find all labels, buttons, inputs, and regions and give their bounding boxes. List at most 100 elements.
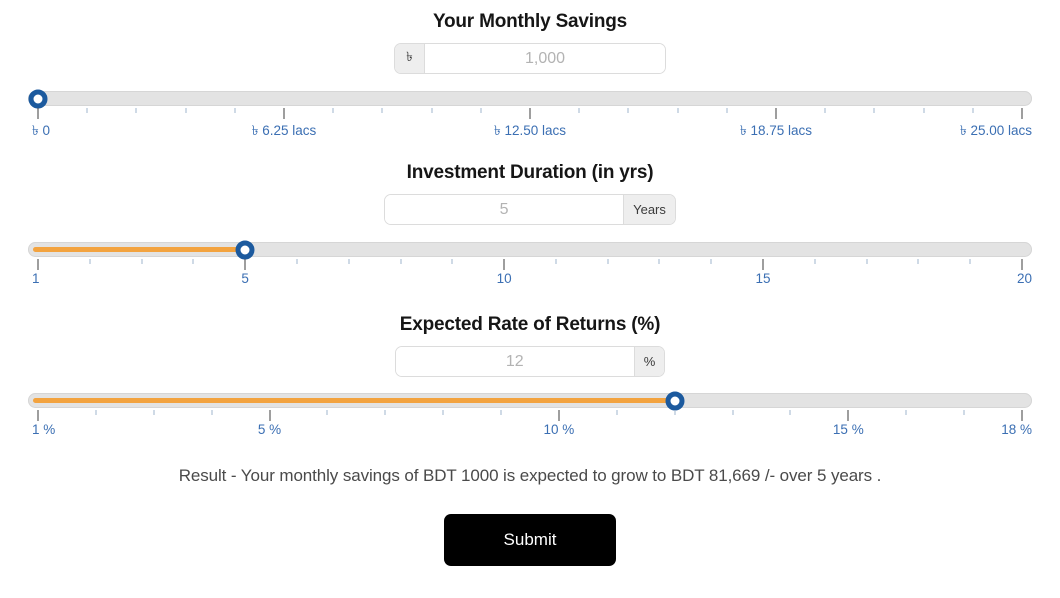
slider-tick (296, 259, 298, 264)
slider-tick (86, 108, 88, 113)
slider-tick (917, 259, 919, 264)
slider-tick (500, 410, 502, 415)
slider-tick-label: ৳ 0 (32, 123, 50, 138)
slider-tick (726, 108, 728, 113)
page-title: Your Monthly Savings (432, 11, 628, 32)
expected-rate-title: Expected Rate of Returns (%) (399, 314, 661, 335)
slider-tick (141, 259, 143, 264)
monthly-savings-slider[interactable]: ৳ 0 ৳ 6.25 lacs ৳ 12.50 lacs ৳ 18.75 lacs ৳ … (28, 89, 1032, 138)
slider-tick-label: 1 (32, 271, 40, 286)
expected-rate-slider-ticks (28, 410, 1032, 422)
expected-rate-slider-fill (33, 398, 675, 403)
slider-tick (905, 410, 907, 415)
slider-tick-label: 15 % (832, 422, 864, 437)
slider-tick (616, 410, 618, 415)
slider-tick (503, 259, 505, 270)
investment-duration-slider-track[interactable] (28, 240, 1032, 259)
slider-tick (192, 259, 194, 264)
slider-tick (37, 410, 39, 421)
slider-tick (37, 259, 39, 270)
slider-tick (400, 259, 402, 264)
slider-tick (677, 108, 679, 113)
investment-duration-slider-fill (33, 247, 246, 252)
investment-duration-slider-ticks (28, 259, 1032, 271)
slider-tick (153, 410, 155, 415)
slider-tick (37, 108, 39, 119)
expected-rate-slider[interactable]: 1 % 5 % 10 % 15 % 18 % (28, 391, 1032, 440)
slider-tick (558, 410, 560, 421)
percent-suffix-label: % (633, 347, 665, 376)
section-expected-rate: Expected Rate of Returns (%) % 1 % 5 % 10 … (0, 289, 1060, 440)
monthly-savings-slider-track[interactable] (28, 89, 1032, 108)
monthly-savings-input-group[interactable]: ৳ (394, 43, 666, 74)
investment-duration-title: Investment Duration (in yrs) (406, 162, 654, 183)
slider-tick (824, 108, 826, 113)
slider-tick (923, 108, 925, 113)
slider-tick (1021, 259, 1023, 270)
slider-tick (762, 259, 764, 270)
slider-tick (710, 259, 712, 264)
submit-button[interactable]: Submit (444, 514, 616, 566)
slider-tick-label: ৳ 6.25 lacs (251, 123, 317, 138)
slider-tick (674, 410, 676, 415)
slider-tick-label: 1 % (32, 422, 56, 437)
slider-tick (283, 108, 285, 119)
slider-tick-label: ৳ 12.50 lacs (493, 123, 567, 138)
slider-tick (244, 259, 246, 270)
section-investment-duration: Investment Duration (in yrs) Years 15101… (0, 138, 1060, 289)
submit-row: Submit (0, 514, 1060, 566)
section-monthly-savings: Your Monthly Savings ৳ ৳ 0 ৳ 6.25 lacs ৳ 1… (0, 0, 1060, 138)
monthly-savings-slider-handle[interactable] (28, 89, 48, 108)
slider-tick (442, 410, 444, 415)
slider-tick (866, 259, 868, 264)
investment-duration-input[interactable] (385, 195, 624, 224)
investment-duration-slider[interactable]: 1 5 10 15 20 (28, 240, 1032, 289)
slider-tick-label: 10 (496, 271, 512, 286)
slider-tick-label: 15 (755, 271, 771, 286)
slider-tick (732, 410, 734, 415)
slider-tick-label: ৳ 18.75 lacs (739, 123, 813, 138)
slider-tick (529, 108, 531, 119)
slider-tick-label: 18 % (1001, 422, 1032, 437)
slider-tick (969, 259, 971, 264)
slider-tick-label: 10 % (543, 422, 575, 437)
slider-tick (384, 410, 386, 415)
slider-tick-label: ৳ 25.00 lacs (959, 123, 1032, 138)
slider-tick (1021, 410, 1023, 421)
monthly-savings-input-row: ৳ (0, 43, 1060, 74)
expected-rate-input-group[interactable]: % (394, 346, 666, 377)
slider-tick (211, 410, 213, 415)
slider-tick-label: 5 (241, 271, 249, 286)
slider-tick (775, 108, 777, 119)
slider-tick (326, 410, 328, 415)
result-text: Result - Your monthly savings of BDT 100… (178, 466, 882, 485)
expected-rate-slider-handle[interactable] (665, 391, 685, 410)
slider-tick (89, 259, 91, 264)
investment-duration-slider-handle[interactable] (235, 240, 255, 259)
slider-tick (381, 108, 383, 113)
slider-tick (555, 259, 557, 264)
slider-tick-label: 5 % (257, 422, 282, 437)
slider-tick (789, 410, 791, 415)
slider-tick (332, 108, 334, 113)
expected-rate-slider-track[interactable] (28, 391, 1032, 410)
slider-tick (348, 259, 350, 264)
slider-tick (185, 108, 187, 113)
slider-tick (234, 108, 236, 113)
monthly-savings-slider-labels: ৳ 0 ৳ 6.25 lacs ৳ 12.50 lacs ৳ 18.75 lacs ৳ … (28, 120, 1032, 138)
slider-tick (1021, 108, 1023, 119)
taka-symbol-icon: ৳ (395, 44, 425, 73)
slider-tick (963, 410, 965, 415)
slider-tick (451, 259, 453, 264)
years-suffix-label: Years (623, 195, 675, 224)
slider-tick-label: 20 (1016, 271, 1032, 286)
slider-tick (431, 108, 433, 113)
monthly-savings-input[interactable] (425, 44, 665, 73)
expected-rate-input[interactable] (395, 347, 634, 376)
slider-tick (658, 259, 660, 264)
slider-tick (269, 410, 271, 421)
slider-tick (814, 259, 816, 264)
investment-duration-input-group[interactable]: Years (384, 194, 676, 225)
slider-tick (480, 108, 482, 113)
slider-tick (578, 108, 580, 113)
